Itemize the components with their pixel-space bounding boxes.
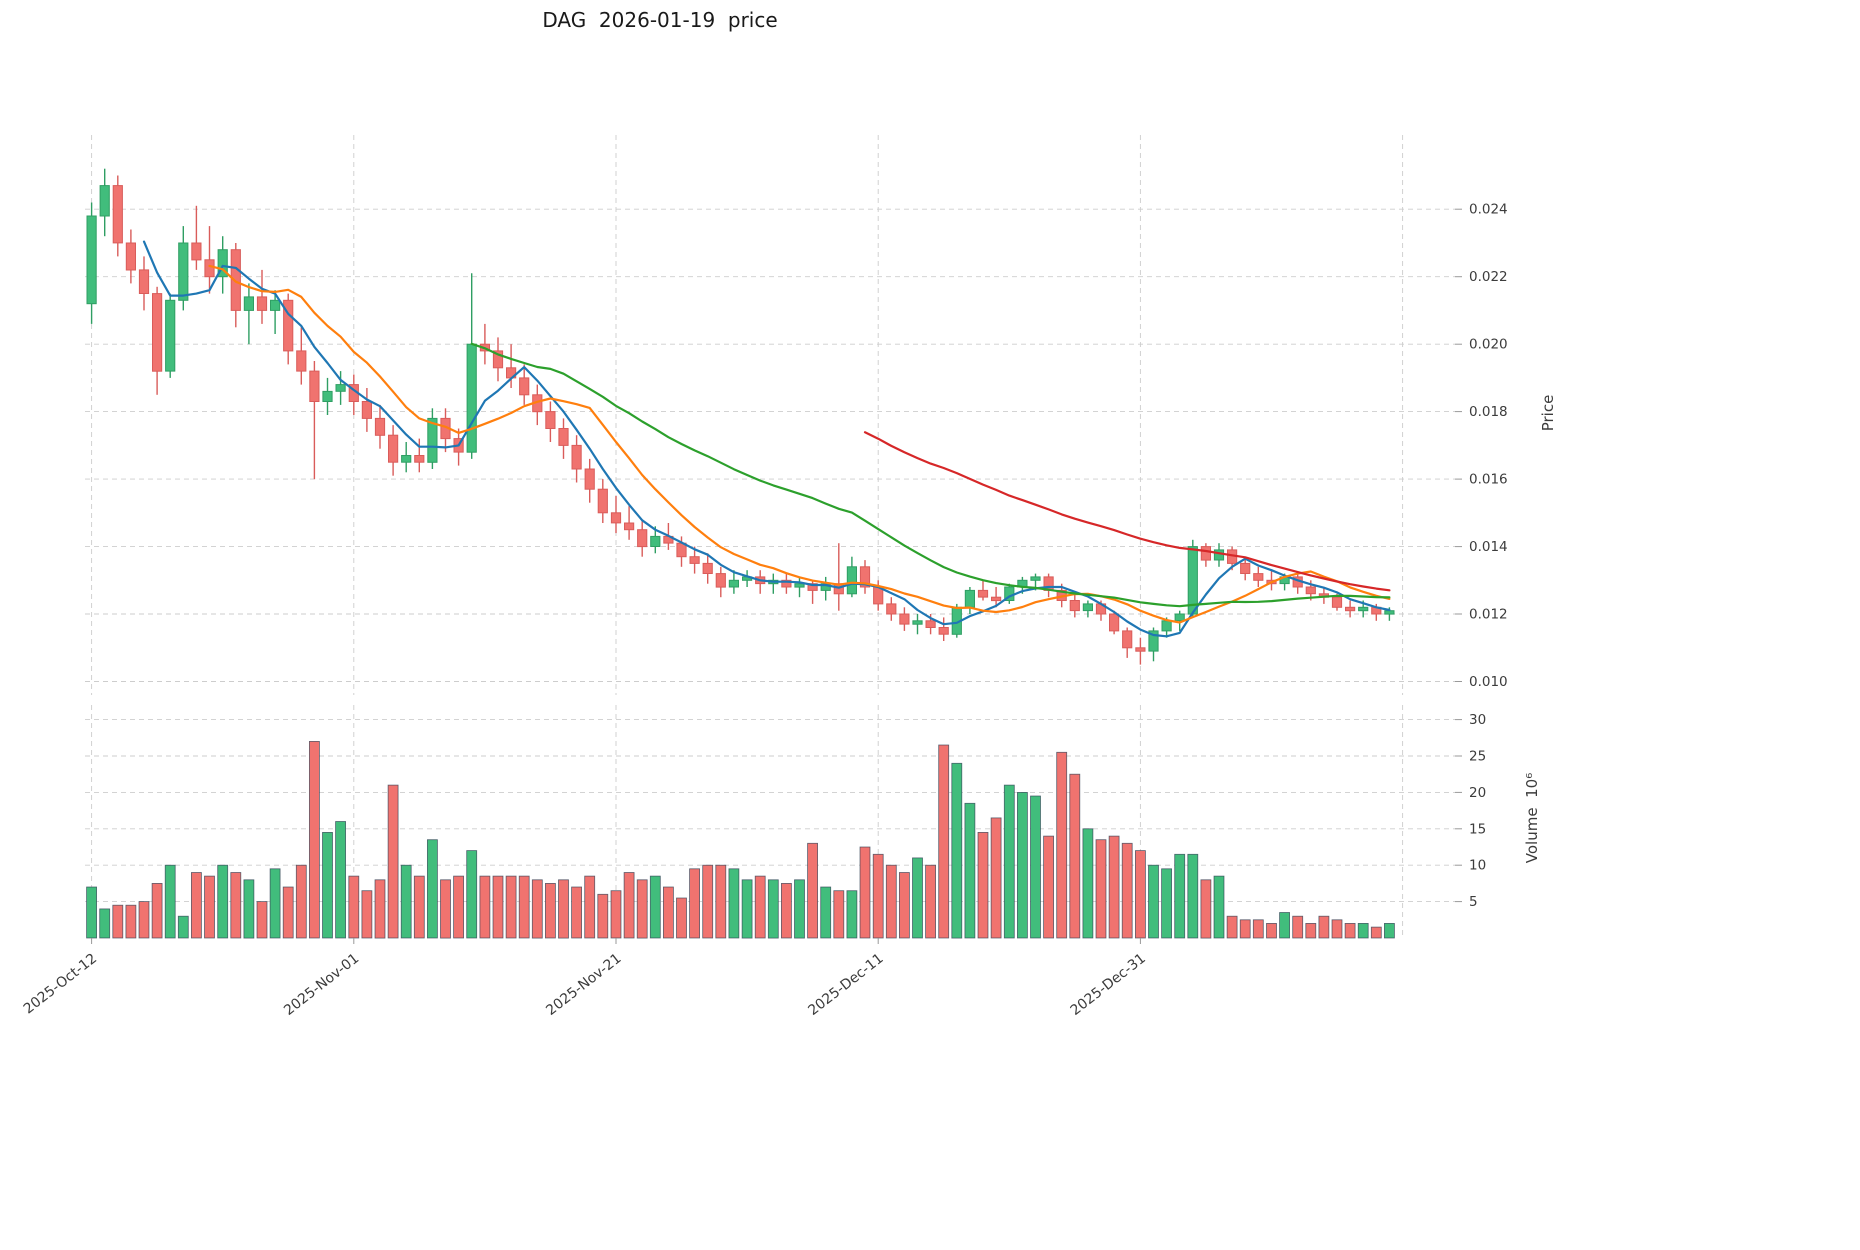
volume-tick-label: 25 xyxy=(1469,749,1486,765)
price-axis-label: Price xyxy=(1539,394,1557,432)
candles-layer xyxy=(86,168,1395,665)
price-tick-label: 0.014 xyxy=(1469,539,1508,555)
x-tick-label: 2025-Dec-31 xyxy=(1068,951,1149,1019)
x-tick-label: 2025-Nov-01 xyxy=(281,951,362,1019)
chart-title: DAG 2026-01-19 price xyxy=(542,8,778,32)
price-tick-label: 0.016 xyxy=(1469,472,1508,488)
volume-tick-label: 30 xyxy=(1469,712,1486,728)
volume-tick-label: 20 xyxy=(1469,785,1486,801)
price-tick-label: 0.024 xyxy=(1469,202,1508,218)
ma-5-line xyxy=(142,240,1391,638)
price-tick-label: 0.010 xyxy=(1469,674,1508,690)
moving-averages-layer xyxy=(142,240,1391,638)
x-tick-label: 2025-Oct-12 xyxy=(21,951,100,1018)
price-tick-label: 0.022 xyxy=(1469,269,1508,285)
grid-layer xyxy=(85,135,1455,938)
x-tick-label: 2025-Dec-11 xyxy=(805,951,886,1019)
price-tick-label: 0.018 xyxy=(1469,404,1508,420)
volume-tick-label: 10 xyxy=(1469,858,1486,874)
ma-30-line xyxy=(470,342,1391,608)
ma-10-line xyxy=(208,264,1391,624)
x-tick-label: 2025-Nov-21 xyxy=(543,951,624,1019)
price-tick-label: 0.020 xyxy=(1469,337,1508,353)
volume-axis-label: Volume 10⁶ xyxy=(1523,772,1541,864)
price-tick-label: 0.012 xyxy=(1469,607,1508,623)
volume-tick-label: 15 xyxy=(1469,821,1486,837)
volume-bars-layer xyxy=(86,741,1395,939)
ma-60-line xyxy=(863,431,1391,592)
volume-tick-label: 5 xyxy=(1469,894,1478,910)
